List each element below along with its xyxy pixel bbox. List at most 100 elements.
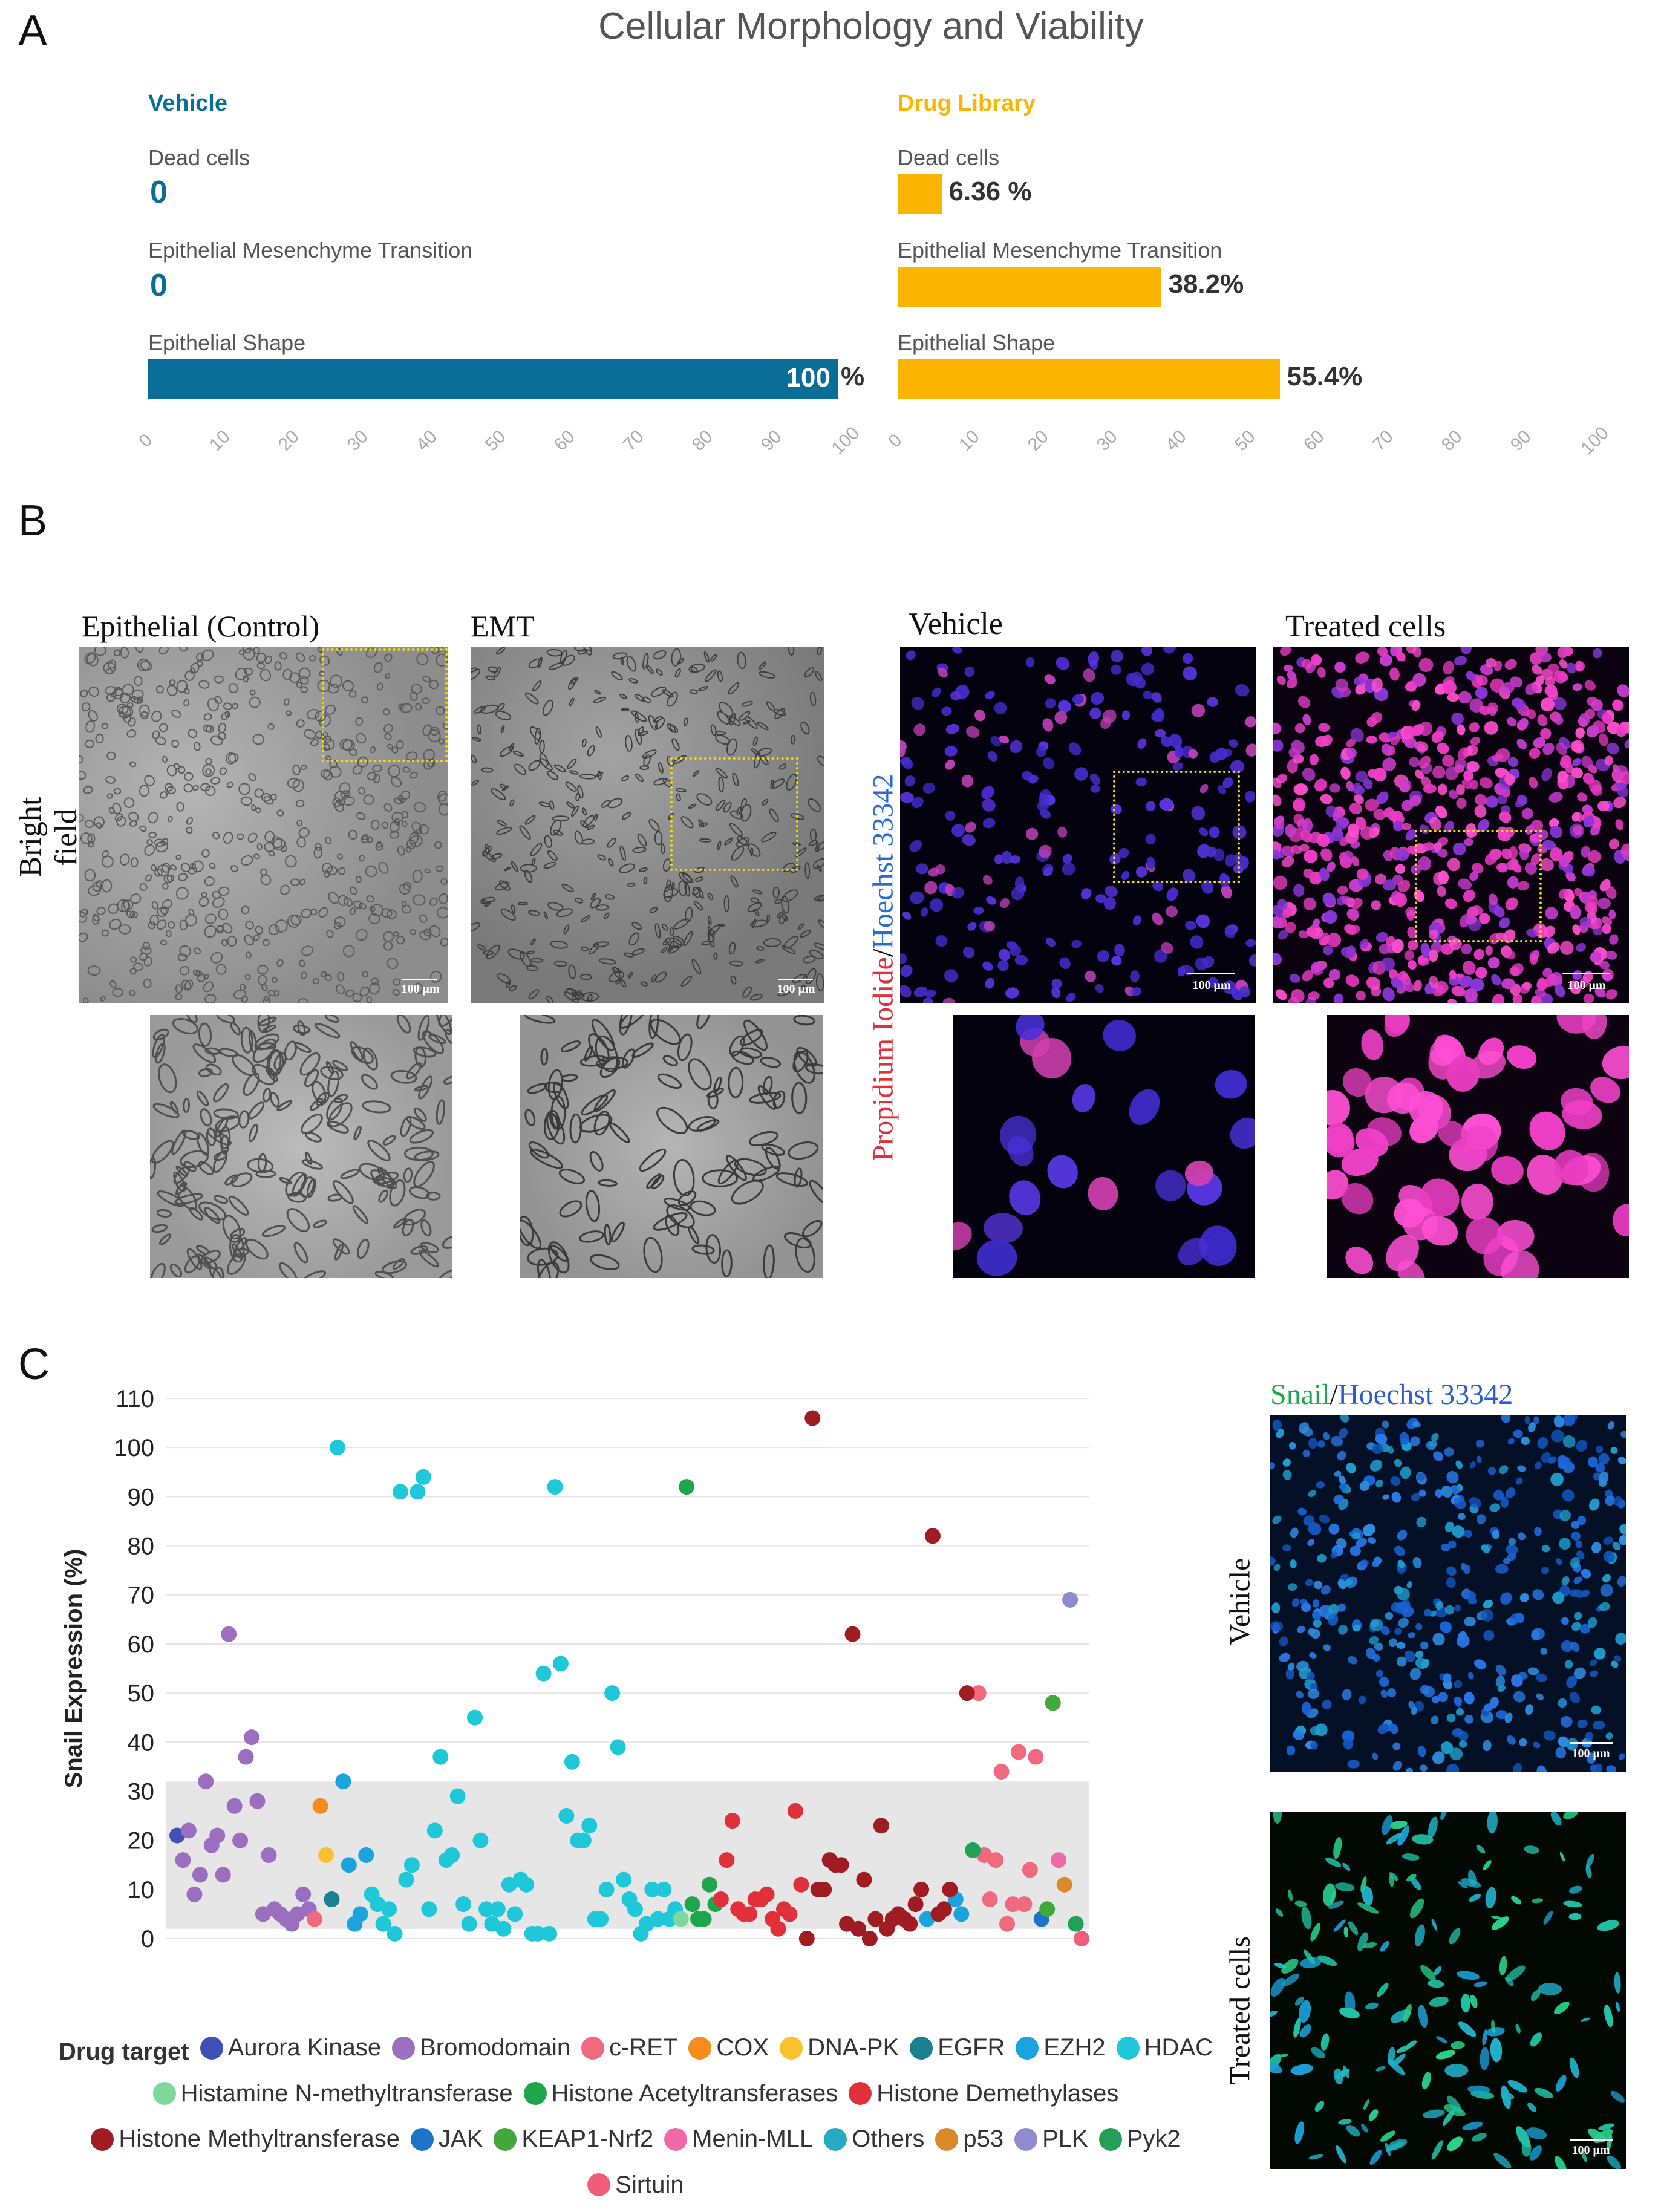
cell-mark bbox=[696, 1015, 712, 1029]
cell-mark bbox=[100, 996, 106, 1002]
cell-mark bbox=[1307, 991, 1320, 1000]
data-point bbox=[770, 1920, 786, 1937]
drug-shape-bar bbox=[898, 359, 1280, 399]
cell-mark bbox=[359, 1163, 386, 1181]
cell-mark bbox=[1111, 955, 1122, 966]
bf-header-control: Epithelial (Control) bbox=[82, 609, 319, 643]
cell-mark bbox=[1288, 1583, 1297, 1591]
cell-mark bbox=[1163, 647, 1176, 654]
cell-mark bbox=[385, 673, 391, 679]
cell-mark bbox=[126, 729, 137, 738]
legend-title: Drug target bbox=[59, 2038, 189, 2065]
cell-mark bbox=[362, 1100, 391, 1114]
cell-mark bbox=[1543, 1730, 1556, 1741]
cell-mark bbox=[1446, 1713, 1456, 1723]
cell-mark bbox=[315, 1023, 341, 1039]
legend-label: Menin-MLL bbox=[692, 2126, 814, 2152]
cell-mark bbox=[666, 879, 671, 889]
cell-mark bbox=[1560, 755, 1572, 769]
cell-mark bbox=[1375, 1669, 1383, 1677]
cell-mark bbox=[118, 924, 131, 935]
cell-mark bbox=[96, 880, 103, 888]
cell-mark bbox=[619, 1015, 649, 1029]
cell-mark bbox=[1382, 987, 1395, 1002]
cell-mark bbox=[1090, 785, 1100, 793]
data-point bbox=[804, 1410, 821, 1426]
cell-mark bbox=[688, 1226, 700, 1245]
cell-mark bbox=[1363, 2099, 1369, 2110]
cell-mark bbox=[1335, 1882, 1355, 1891]
cell-mark bbox=[1473, 1659, 1487, 1669]
cell-mark bbox=[1404, 1650, 1415, 1663]
cell-mark bbox=[1423, 783, 1437, 794]
cell-mark bbox=[1605, 1495, 1616, 1506]
cell-mark bbox=[1550, 1472, 1564, 1486]
cell-mark bbox=[1418, 2005, 1428, 2028]
cell-mark bbox=[214, 696, 223, 704]
legend-item: Histone Methyltransferase bbox=[91, 2121, 400, 2158]
cell-mark bbox=[742, 986, 752, 998]
cell-mark bbox=[1495, 1564, 1509, 1574]
cell-mark bbox=[1411, 700, 1421, 711]
cell-mark bbox=[1472, 863, 1484, 874]
panel-c-letter: C bbox=[18, 1340, 50, 1389]
cell-mark bbox=[160, 939, 168, 946]
cell-mark bbox=[179, 945, 191, 958]
cell-mark bbox=[1361, 2124, 1368, 2133]
cell-mark bbox=[477, 944, 486, 951]
cell-mark bbox=[1334, 1470, 1342, 1477]
cell-mark bbox=[757, 748, 772, 757]
data-point bbox=[959, 1685, 975, 1701]
cell-mark bbox=[296, 820, 303, 827]
cell-mark bbox=[313, 1219, 327, 1228]
cell-mark bbox=[1273, 777, 1282, 788]
cell-mark bbox=[620, 657, 624, 665]
data-point bbox=[312, 1798, 328, 1814]
bf-emt-zoom-image bbox=[520, 1015, 823, 1278]
cell-mark bbox=[410, 1245, 428, 1255]
data-point bbox=[335, 1773, 351, 1790]
cell-mark bbox=[750, 847, 754, 856]
cell-mark bbox=[1570, 767, 1583, 778]
cell-mark bbox=[944, 746, 958, 757]
fl-treated-image: 100 μm bbox=[1273, 647, 1629, 1003]
cell-mark bbox=[563, 924, 570, 935]
cell-mark bbox=[214, 675, 224, 684]
cell-mark bbox=[1348, 908, 1360, 919]
cell-mark bbox=[393, 931, 399, 937]
cell-mark bbox=[743, 720, 751, 725]
cell-mark bbox=[1131, 987, 1141, 996]
cell-mark bbox=[289, 672, 301, 684]
cell-mark bbox=[731, 1179, 764, 1205]
cell-mark bbox=[140, 661, 152, 671]
cell-mark bbox=[1499, 1465, 1509, 1475]
cell-mark bbox=[731, 846, 745, 861]
cell-mark bbox=[982, 961, 993, 971]
cell-mark bbox=[269, 1092, 280, 1108]
cell-mark bbox=[1597, 898, 1611, 909]
legend-label: EGFR bbox=[938, 2034, 1005, 2061]
cell-mark bbox=[527, 910, 541, 916]
cell-mark bbox=[302, 1270, 327, 1278]
cell-mark bbox=[1303, 897, 1316, 911]
cell-mark bbox=[651, 974, 657, 983]
cell-mark bbox=[485, 843, 489, 855]
cell-mark bbox=[1355, 771, 1368, 783]
cell-mark bbox=[338, 867, 346, 875]
cell-mark bbox=[1420, 1641, 1429, 1649]
cell-mark bbox=[1393, 892, 1407, 907]
cell-mark bbox=[1350, 841, 1360, 849]
cell-mark bbox=[1032, 1038, 1072, 1078]
cell-mark bbox=[653, 716, 663, 723]
cell-mark bbox=[1397, 879, 1411, 893]
cell-mark bbox=[429, 679, 439, 690]
cell-mark bbox=[1334, 661, 1346, 673]
cell-mark bbox=[182, 1130, 200, 1140]
cell-mark bbox=[1298, 930, 1309, 939]
cell-mark bbox=[723, 895, 730, 912]
cell-mark bbox=[1561, 1088, 1593, 1115]
cell-mark bbox=[809, 950, 824, 960]
cell-mark bbox=[1589, 1498, 1600, 1511]
cell-mark bbox=[1359, 939, 1369, 949]
cell-mark bbox=[1294, 1900, 1307, 1907]
